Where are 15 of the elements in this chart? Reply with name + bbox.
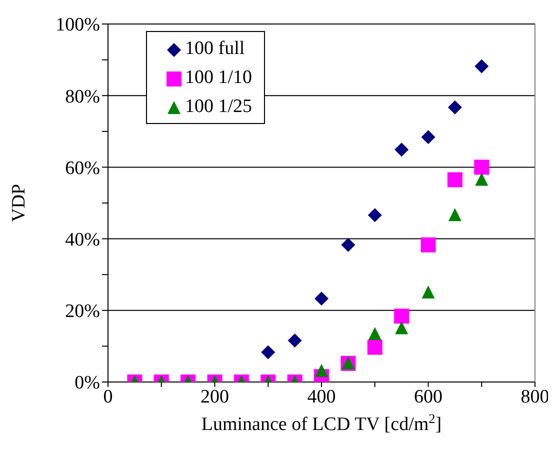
y-tick-label: 100% bbox=[56, 14, 100, 36]
x-tick-label: 200 bbox=[200, 386, 229, 408]
y-tick-label: 40% bbox=[65, 230, 100, 251]
legend-label: 100 1/10 bbox=[185, 66, 252, 88]
x-tick-label: 600 bbox=[414, 386, 442, 408]
y-tick-label: 20% bbox=[65, 301, 100, 322]
y-tick-label: 0% bbox=[74, 372, 100, 394]
y-tick-label: 80% bbox=[65, 86, 100, 108]
x-axis-title: Luminance of LCD TV [cd/m$^{2}$] bbox=[201, 410, 442, 435]
x-tick-label: 400 bbox=[307, 386, 336, 408]
legend-label: 100 1/25 bbox=[185, 96, 252, 118]
legend-label: 100 full bbox=[185, 38, 245, 60]
y-tick-label: 60% bbox=[65, 158, 100, 179]
x-tick-label: 0 bbox=[103, 386, 113, 408]
y-axis-title: VDP bbox=[8, 184, 30, 222]
